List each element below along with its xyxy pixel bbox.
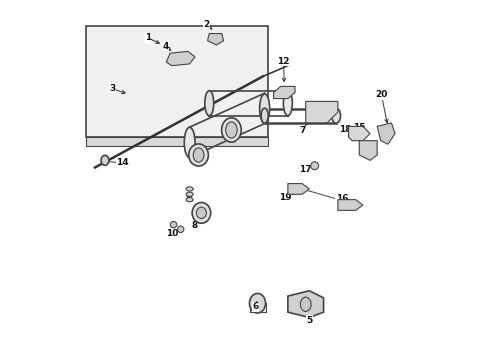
Text: 9: 9 <box>185 193 192 202</box>
Polygon shape <box>348 126 370 141</box>
Ellipse shape <box>186 192 193 197</box>
Polygon shape <box>288 291 323 318</box>
Text: 2: 2 <box>204 20 210 29</box>
Ellipse shape <box>226 122 237 138</box>
Text: 11: 11 <box>190 155 202 164</box>
Text: 18: 18 <box>340 126 352 135</box>
Text: 16: 16 <box>336 194 348 203</box>
Ellipse shape <box>283 91 293 116</box>
Polygon shape <box>306 102 338 123</box>
Text: 12: 12 <box>277 57 290 66</box>
Polygon shape <box>207 33 223 45</box>
Ellipse shape <box>300 297 311 311</box>
Ellipse shape <box>186 187 193 191</box>
Ellipse shape <box>260 94 270 123</box>
Text: 13: 13 <box>226 132 239 141</box>
Ellipse shape <box>249 293 266 313</box>
Ellipse shape <box>189 144 208 166</box>
Polygon shape <box>86 137 268 146</box>
Polygon shape <box>338 200 363 210</box>
Ellipse shape <box>205 91 214 116</box>
Ellipse shape <box>196 207 206 219</box>
Polygon shape <box>377 123 395 144</box>
Text: 15: 15 <box>353 123 366 132</box>
Ellipse shape <box>193 148 204 162</box>
Text: 5: 5 <box>306 315 313 324</box>
Ellipse shape <box>177 226 184 233</box>
Text: 10: 10 <box>166 229 178 238</box>
Polygon shape <box>288 184 309 194</box>
Ellipse shape <box>184 127 195 158</box>
Text: 4: 4 <box>163 41 169 50</box>
Polygon shape <box>273 86 295 99</box>
Text: 7: 7 <box>299 126 305 135</box>
Text: 17: 17 <box>299 166 311 175</box>
Polygon shape <box>359 141 377 160</box>
Ellipse shape <box>192 203 211 223</box>
Ellipse shape <box>332 108 341 123</box>
Polygon shape <box>167 51 195 66</box>
Polygon shape <box>86 26 268 137</box>
Ellipse shape <box>261 108 268 123</box>
Text: 1: 1 <box>145 33 151 42</box>
Ellipse shape <box>311 162 319 170</box>
Text: 19: 19 <box>279 193 292 202</box>
Ellipse shape <box>171 221 177 228</box>
Ellipse shape <box>186 198 193 202</box>
Ellipse shape <box>221 118 241 142</box>
Ellipse shape <box>101 156 109 165</box>
Text: 8: 8 <box>192 221 198 230</box>
Text: 20: 20 <box>375 90 388 99</box>
Text: 3: 3 <box>110 84 116 93</box>
Text: 6: 6 <box>252 302 259 311</box>
Text: 14: 14 <box>117 158 129 167</box>
